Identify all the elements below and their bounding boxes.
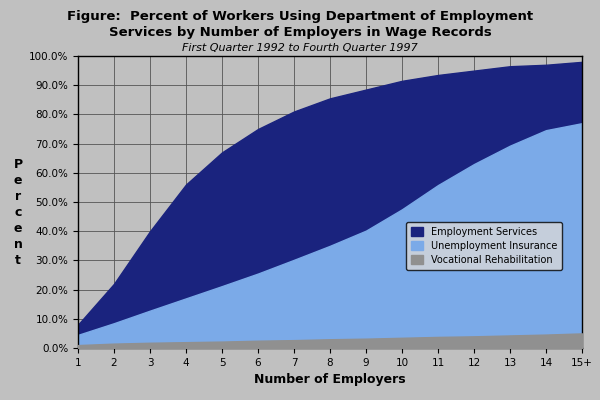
Text: P
e
r
c
e
n
t: P e r c e n t bbox=[13, 158, 23, 266]
X-axis label: Number of Employers: Number of Employers bbox=[254, 373, 406, 386]
Text: Figure:  Percent of Workers Using Department of Employment: Figure: Percent of Workers Using Departm… bbox=[67, 10, 533, 23]
Text: First Quarter 1992 to Fourth Quarter 1997: First Quarter 1992 to Fourth Quarter 199… bbox=[182, 43, 418, 53]
Text: Services by Number of Employers in Wage Records: Services by Number of Employers in Wage … bbox=[109, 26, 491, 39]
Legend: Employment Services, Unemployment Insurance, Vocational Rehabilitation: Employment Services, Unemployment Insura… bbox=[406, 222, 562, 270]
